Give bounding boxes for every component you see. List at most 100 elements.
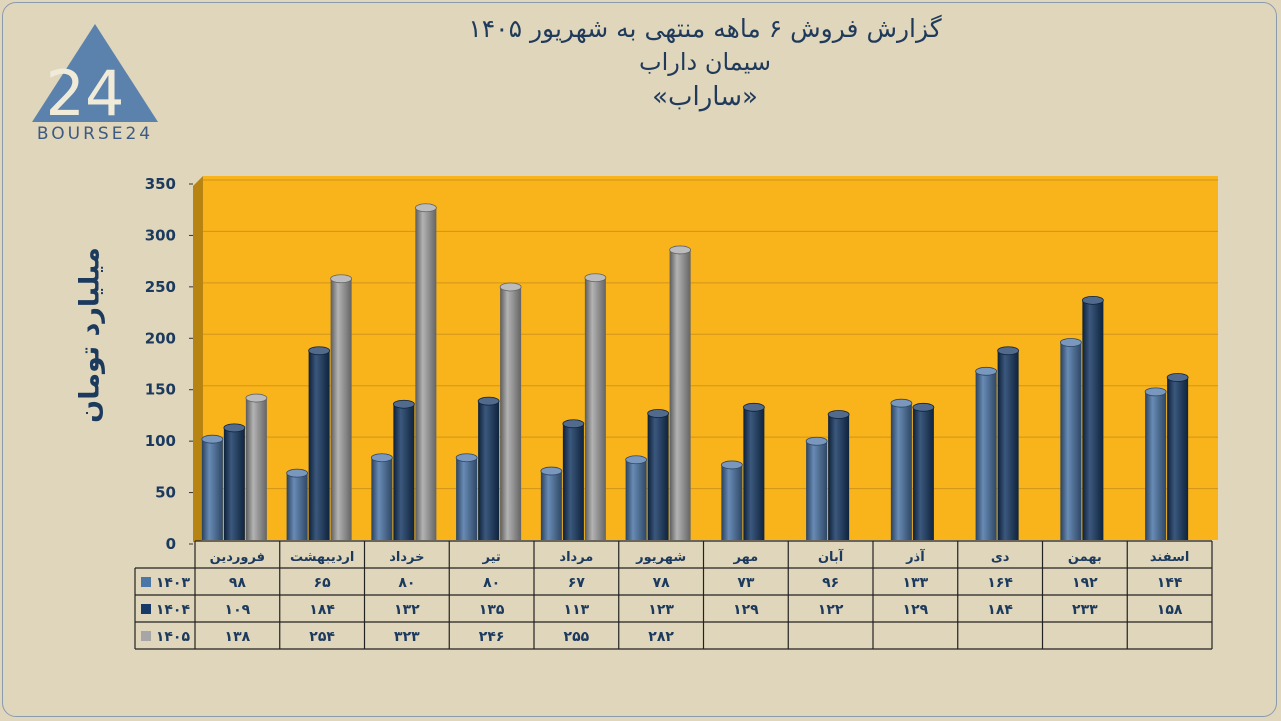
bar-top-1403 xyxy=(540,466,563,476)
category-label: شهریور xyxy=(635,550,686,565)
data-label: ۶۷ xyxy=(568,575,586,591)
bar-top-1404 xyxy=(1081,295,1104,305)
category-label: مرداد xyxy=(559,550,593,565)
bar-1403 xyxy=(806,441,828,540)
legend-label: ۱۴۰۵ xyxy=(156,629,191,645)
data-label: ۲۳۳ xyxy=(1072,602,1098,618)
category-label: دی xyxy=(991,550,1010,565)
bar-top-1403 xyxy=(1144,387,1167,397)
bar-top-1405 xyxy=(245,393,268,403)
category-label: تیر xyxy=(481,550,500,565)
data-label: ۹۶ xyxy=(822,575,839,591)
chart-title: گزارش فروش ۶ ماهه منتهی به شهریور ۱۴۰۵ س… xyxy=(400,12,1010,116)
data-label: ۱۵۸ xyxy=(1157,602,1183,618)
data-label: ۱۶۴ xyxy=(987,575,1013,591)
y-tick-label: 300 xyxy=(145,226,176,244)
bar-1403 xyxy=(201,439,223,540)
data-label: ۸۰ xyxy=(483,575,500,591)
bar-top-1404 xyxy=(392,399,415,409)
legend-swatch xyxy=(141,631,151,641)
y-tick-label: 350 xyxy=(145,175,176,193)
title-line-1: گزارش فروش ۶ ماهه منتهی به شهریور ۱۴۰۵ xyxy=(468,14,942,43)
bar-1404 xyxy=(647,413,669,540)
y-tick-label: 50 xyxy=(155,484,176,502)
data-label: ۱۲۳ xyxy=(648,602,674,618)
data-label: ۷۸ xyxy=(653,575,671,591)
y-tick-label: 150 xyxy=(145,381,176,399)
bar-top-1405 xyxy=(330,274,353,284)
bar-top-1404 xyxy=(308,346,331,356)
logo-mark: 24 xyxy=(46,57,125,130)
bar-1404 xyxy=(1167,377,1189,540)
data-label: ۱۲۹ xyxy=(903,602,929,618)
bar-1403 xyxy=(371,457,393,540)
bar-top-1403 xyxy=(890,398,913,408)
bar-1405 xyxy=(584,277,606,540)
bar-top-1405 xyxy=(414,203,437,213)
bar-top-1403 xyxy=(1059,338,1082,347)
category-label: آبان xyxy=(818,548,844,565)
data-label: ۸۰ xyxy=(398,575,415,591)
bar-1405 xyxy=(415,207,437,540)
bar-top-1404 xyxy=(477,396,500,406)
bar-top-1403 xyxy=(805,436,828,446)
bar-top-1404 xyxy=(997,346,1020,356)
data-label: ۱۰۹ xyxy=(225,602,251,618)
y-tick-label: 100 xyxy=(145,432,176,450)
data-label: ۶۵ xyxy=(314,575,332,591)
bar-top-1405 xyxy=(584,273,607,283)
bar-1405 xyxy=(330,278,352,540)
data-label: ۱۲۹ xyxy=(733,602,759,618)
legend-swatch xyxy=(141,577,151,587)
bar-top-1404 xyxy=(912,402,935,412)
bar-top-1403 xyxy=(720,460,743,470)
bar-1404 xyxy=(828,414,850,540)
data-label: ۱۳۸ xyxy=(225,629,251,645)
legend-label: ۱۴۰۳ xyxy=(156,575,191,591)
bar-1404 xyxy=(997,350,1019,540)
bar-top-1404 xyxy=(742,402,765,412)
bar-1405 xyxy=(669,249,691,540)
bar-1404 xyxy=(1082,300,1104,540)
bar-1404 xyxy=(562,423,584,540)
y-tick-label: 0 xyxy=(166,535,176,553)
title-line-3: «ساراب» xyxy=(652,82,758,112)
bar-1404 xyxy=(308,350,330,540)
plot-side-wall xyxy=(193,176,203,542)
data-label: ۱۳۵ xyxy=(479,602,505,618)
bar-1403 xyxy=(286,473,308,540)
bar-top-1404 xyxy=(1166,373,1189,382)
category-label: اردیبهشت xyxy=(290,550,354,565)
bar-top-1405 xyxy=(669,245,692,255)
category-label: خرداد xyxy=(389,550,424,565)
bar-1403 xyxy=(890,403,912,540)
bar-1403 xyxy=(540,471,562,540)
data-label: ۳۲۳ xyxy=(394,629,420,645)
category-label: اسفند xyxy=(1150,550,1189,565)
bar-1404 xyxy=(478,401,500,540)
data-label: ۲۵۵ xyxy=(564,629,590,645)
data-label: ۱۳۲ xyxy=(394,602,420,618)
bar-1404 xyxy=(393,404,415,540)
data-label: ۱۱۳ xyxy=(564,602,590,618)
bar-top-1403 xyxy=(625,455,648,465)
data-label: ۱۲۲ xyxy=(818,602,844,618)
y-tick-label: 200 xyxy=(145,329,176,347)
category-label: آذر xyxy=(905,548,925,565)
bar-1403 xyxy=(721,464,743,540)
bar-top-1403 xyxy=(975,366,998,376)
bar-top-1403 xyxy=(286,468,309,478)
bar-1405 xyxy=(245,398,267,540)
bar-top-1404 xyxy=(562,419,585,429)
data-label: ۹۸ xyxy=(229,575,247,591)
bar-1403 xyxy=(975,371,997,540)
data-label: ۱۸۴ xyxy=(987,602,1013,618)
y-tick-label: 250 xyxy=(145,278,176,296)
bar-top-1404 xyxy=(223,423,246,433)
bar-1404 xyxy=(912,407,934,540)
data-label: ۲۸۲ xyxy=(648,629,674,645)
bar-top-1404 xyxy=(827,410,850,419)
bar-1403 xyxy=(456,457,478,540)
bar-top-1403 xyxy=(370,453,393,463)
bar-1404 xyxy=(743,407,765,540)
